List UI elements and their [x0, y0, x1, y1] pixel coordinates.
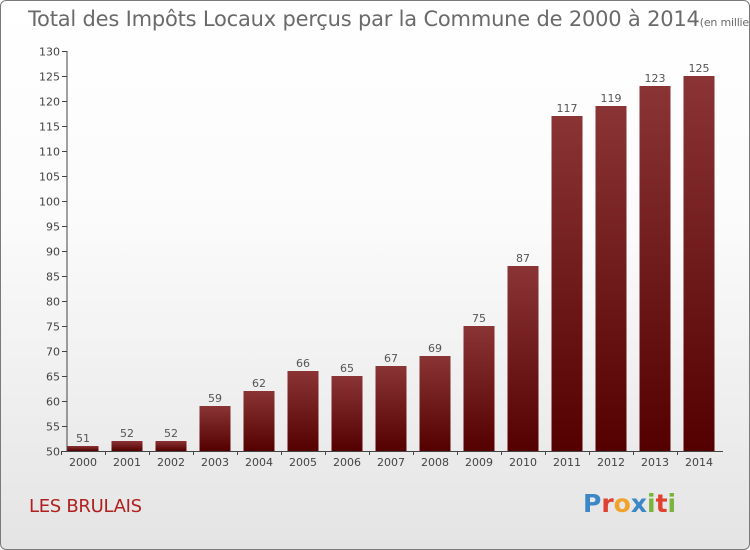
y-tick-label: 50: [46, 446, 60, 459]
x-tick-label: 2000: [69, 456, 97, 469]
logo-letter: r: [601, 489, 614, 518]
x-tick-label: 2010: [509, 456, 537, 469]
chart-title: Total des Impôts Locaux perçus par la Co…: [28, 7, 749, 31]
bar-value-label: 123: [645, 72, 666, 85]
y-tick-label: 70: [46, 346, 60, 359]
x-tick-label: 2011: [553, 456, 581, 469]
bar-value-label: 69: [428, 342, 442, 355]
bar: [111, 441, 143, 451]
x-tick-label: 2002: [157, 456, 185, 469]
x-tick-label: 2009: [465, 456, 493, 469]
bar-value-label: 66: [296, 357, 310, 370]
y-tick-label: 85: [46, 271, 60, 284]
bar: [67, 446, 99, 451]
y-tick-label: 95: [46, 221, 60, 234]
bar-value-label: 119: [601, 92, 622, 105]
y-tick-label: 120: [39, 96, 60, 109]
y-tick-label: 55: [46, 421, 60, 434]
y-tick-label: 105: [39, 171, 60, 184]
bar: [199, 406, 231, 451]
bar-value-label: 125: [689, 62, 710, 75]
x-tick-label: 2012: [597, 456, 625, 469]
bar-value-label: 59: [208, 392, 222, 405]
chart-unit: (en milliers d'€): [699, 16, 749, 29]
logo-letter: P: [583, 489, 602, 518]
bar: [331, 376, 363, 451]
bar-value-label: 52: [164, 427, 178, 440]
bar: [639, 86, 671, 451]
bar-value-label: 67: [384, 352, 398, 365]
y-tick-label: 90: [46, 246, 60, 259]
y-tick-label: 80: [46, 296, 60, 309]
logo-letter: i: [647, 489, 656, 518]
x-tick-label: 2008: [421, 456, 449, 469]
bar-value-label: 52: [120, 427, 134, 440]
bar: [551, 116, 583, 451]
y-tick-label: 75: [46, 321, 60, 334]
proxiti-logo: Proxiti: [583, 489, 676, 518]
bar: [287, 371, 319, 451]
y-tick-label: 60: [46, 396, 60, 409]
x-tick-label: 2013: [641, 456, 669, 469]
y-tick-label: 125: [39, 71, 60, 84]
logo-letter: t: [655, 489, 668, 518]
bar: [243, 391, 275, 451]
y-tick-label: 100: [39, 196, 60, 209]
y-tick-label: 110: [39, 146, 60, 159]
bar: [507, 266, 539, 451]
bar: [683, 76, 715, 451]
x-tick-label: 2005: [289, 456, 317, 469]
bar-value-label: 65: [340, 362, 354, 375]
bar: [419, 356, 451, 451]
y-tick-label: 115: [39, 121, 60, 134]
bar: [595, 106, 627, 451]
bar: [375, 366, 407, 451]
logo-letter: o: [613, 489, 631, 518]
bar-value-label: 62: [252, 377, 266, 390]
y-tick-label: 130: [39, 46, 60, 59]
bar-value-label: 75: [472, 312, 486, 325]
logo-letter: x: [630, 489, 647, 518]
x-tick-label: 2004: [245, 456, 273, 469]
commune-name: LES BRULAIS: [29, 496, 142, 517]
bar: [155, 441, 187, 451]
x-tick-label: 2003: [201, 456, 229, 469]
x-tick-label: 2006: [333, 456, 361, 469]
y-tick-label: 65: [46, 371, 60, 384]
x-tick-label: 2007: [377, 456, 405, 469]
logo-letter: i: [667, 489, 677, 518]
x-tick-label: 2001: [113, 456, 141, 469]
chart-title-text: Total des Impôts Locaux perçus par la Co…: [28, 7, 700, 31]
bar: [463, 326, 495, 451]
x-tick-label: 2014: [685, 456, 713, 469]
bar-value-label: 51: [76, 432, 90, 445]
bar-value-label: 117: [557, 102, 578, 115]
bar-value-label: 87: [516, 252, 530, 265]
